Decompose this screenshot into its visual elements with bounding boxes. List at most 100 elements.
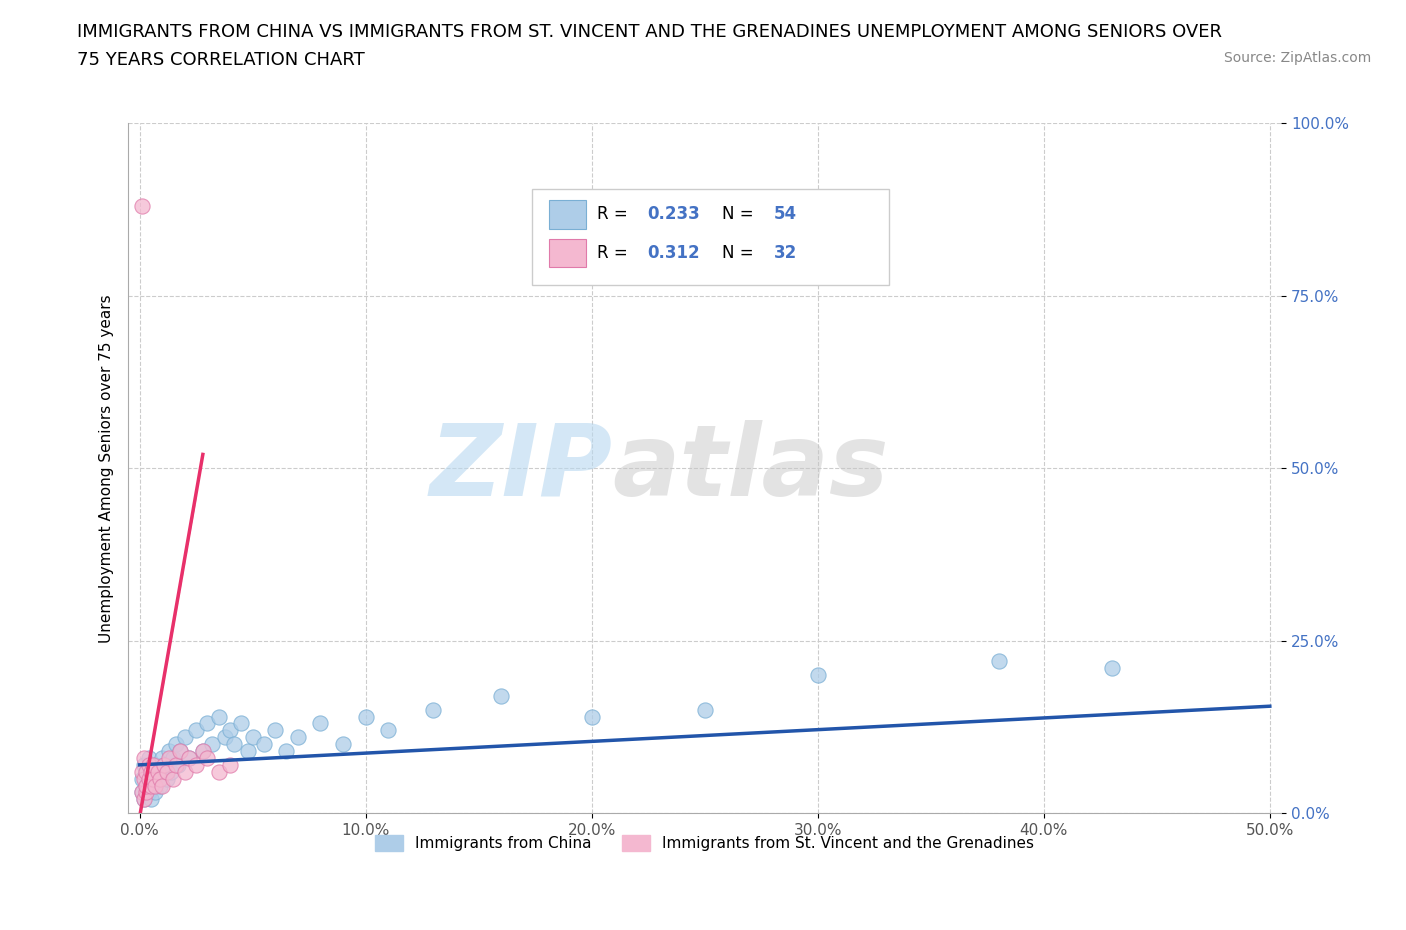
Point <box>145 785 167 800</box>
Point <box>131 771 153 786</box>
Point <box>132 771 155 786</box>
Point <box>581 709 603 724</box>
Point <box>138 757 160 772</box>
Text: 75 YEARS CORRELATION CHART: 75 YEARS CORRELATION CHART <box>77 51 366 69</box>
Point <box>489 688 512 703</box>
Point <box>165 757 187 772</box>
Point <box>131 764 153 779</box>
Point <box>135 778 157 793</box>
Point <box>195 716 218 731</box>
Text: R =: R = <box>598 244 634 262</box>
Point <box>150 764 173 779</box>
Point <box>138 751 160 765</box>
Point <box>138 785 160 800</box>
Point <box>135 778 157 793</box>
Point <box>146 771 169 786</box>
Point <box>422 702 444 717</box>
Point <box>149 778 172 793</box>
Point <box>231 716 253 731</box>
FancyBboxPatch shape <box>531 189 889 286</box>
Text: 0.233: 0.233 <box>647 206 700 223</box>
Point <box>169 744 191 759</box>
Point <box>142 771 165 786</box>
Point <box>145 778 167 793</box>
Point <box>179 751 201 765</box>
Point <box>191 744 214 759</box>
Point <box>135 764 157 779</box>
Point <box>208 764 231 779</box>
Point <box>191 744 214 759</box>
Y-axis label: Unemployment Among Seniors over 75 years: Unemployment Among Seniors over 75 years <box>100 294 114 643</box>
Point <box>807 668 830 683</box>
Point <box>184 757 207 772</box>
FancyBboxPatch shape <box>548 200 586 229</box>
Point <box>236 744 259 759</box>
Point <box>156 771 179 786</box>
Point <box>153 757 176 772</box>
Point <box>332 737 354 751</box>
Point <box>145 757 167 772</box>
Point <box>167 757 190 772</box>
Point <box>149 771 172 786</box>
Point <box>173 764 195 779</box>
Point <box>208 709 231 724</box>
Point <box>242 730 264 745</box>
Point <box>150 778 173 793</box>
Point <box>162 751 184 765</box>
Point <box>131 785 153 800</box>
Point <box>201 737 224 751</box>
Text: 54: 54 <box>773 206 797 223</box>
Point <box>264 723 287 737</box>
Point <box>157 744 180 759</box>
Point <box>139 764 162 779</box>
Point <box>253 737 276 751</box>
Point <box>179 751 201 765</box>
Text: 0.312: 0.312 <box>647 244 700 262</box>
Text: R =: R = <box>598 206 634 223</box>
Point <box>169 744 191 759</box>
Point <box>219 723 242 737</box>
Point <box>987 654 1010 669</box>
Point <box>156 764 179 779</box>
Point <box>131 785 153 800</box>
Point <box>142 778 165 793</box>
Point <box>150 751 173 765</box>
Point <box>142 764 165 779</box>
Point <box>132 757 155 772</box>
Point <box>1101 661 1123 676</box>
Point <box>139 771 162 786</box>
Point <box>139 778 162 793</box>
Point <box>139 791 162 806</box>
Point <box>132 791 155 806</box>
Point <box>693 702 716 717</box>
Text: N =: N = <box>721 244 759 262</box>
Point <box>131 199 153 214</box>
Text: Source: ZipAtlas.com: Source: ZipAtlas.com <box>1223 51 1371 65</box>
Point <box>132 791 155 806</box>
Point <box>157 751 180 765</box>
Point <box>354 709 377 724</box>
Point <box>138 771 160 786</box>
Point <box>377 723 399 737</box>
Point <box>276 744 298 759</box>
Point <box>153 757 176 772</box>
Point <box>162 771 184 786</box>
Text: atlas: atlas <box>613 419 889 517</box>
Point <box>195 751 218 765</box>
Point <box>184 723 207 737</box>
Point <box>173 730 195 745</box>
Point <box>135 785 157 800</box>
Text: 32: 32 <box>773 244 797 262</box>
FancyBboxPatch shape <box>548 238 586 268</box>
Legend: Immigrants from China, Immigrants from St. Vincent and the Grenadines: Immigrants from China, Immigrants from S… <box>370 829 1040 857</box>
Point <box>309 716 332 731</box>
Point <box>132 751 155 765</box>
Text: N =: N = <box>721 206 759 223</box>
Point <box>224 737 246 751</box>
Point <box>219 757 242 772</box>
Point <box>165 737 187 751</box>
Point <box>142 757 165 772</box>
Point <box>146 764 169 779</box>
Point <box>287 730 309 745</box>
Text: IMMIGRANTS FROM CHINA VS IMMIGRANTS FROM ST. VINCENT AND THE GRENADINES UNEMPLOY: IMMIGRANTS FROM CHINA VS IMMIGRANTS FROM… <box>77 23 1222 41</box>
